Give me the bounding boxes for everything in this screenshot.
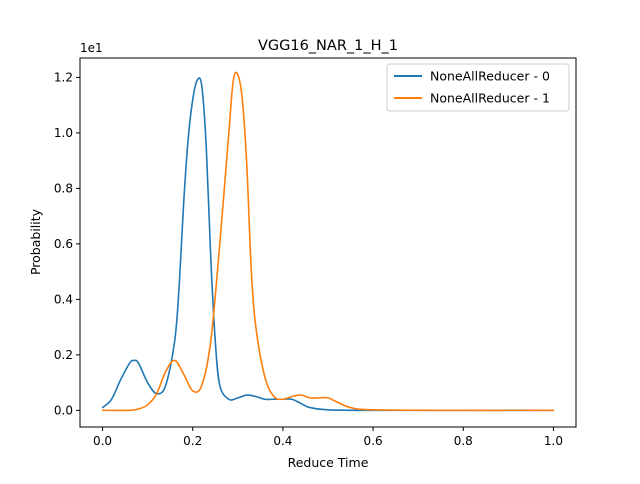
x-tick-label: 0.8 (454, 434, 473, 448)
y-tick-label: 1.0 (54, 126, 73, 140)
y-tick-label: 1.2 (54, 71, 73, 85)
x-tick-label: 0.0 (93, 434, 112, 448)
chart-title: VGG16_NAR_1_H_1 (258, 38, 398, 54)
x-tick-label: 0.6 (364, 434, 383, 448)
y-tick-label: 0.8 (54, 182, 73, 196)
x-axis-label: Reduce Time (288, 455, 369, 470)
y-axis-label: Probability (28, 208, 43, 275)
y-tick-label: 0.4 (54, 293, 73, 307)
plot-frame (79, 57, 577, 428)
series-line-0 (101, 77, 555, 412)
x-axis-ticks: 0.0 0.2 0.4 0.6 0.8 1.0 (93, 427, 563, 448)
legend-label-series-0: NoneAllReducer - 0 (430, 69, 550, 84)
y-axis-offset-label: 1e1 (80, 41, 103, 55)
legend-label-series-1: NoneAllReducer - 1 (430, 91, 550, 106)
y-tick-label: 0.0 (54, 404, 73, 418)
y-axis-ticks: 0.0 0.2 0.4 0.6 0.8 1.0 1.2 (54, 71, 80, 418)
legend-box (386, 63, 570, 112)
plot-lines (101, 71, 555, 412)
x-tick-label: 1.0 (544, 434, 563, 448)
x-tick-label: 0.2 (183, 434, 202, 448)
legend: NoneAllReducer - 0 NoneAllReducer - 1 (386, 63, 570, 112)
y-tick-label: 0.6 (54, 237, 73, 251)
series-line-1 (101, 71, 555, 412)
x-tick-label: 0.4 (273, 434, 292, 448)
y-tick-label: 0.2 (54, 348, 73, 362)
